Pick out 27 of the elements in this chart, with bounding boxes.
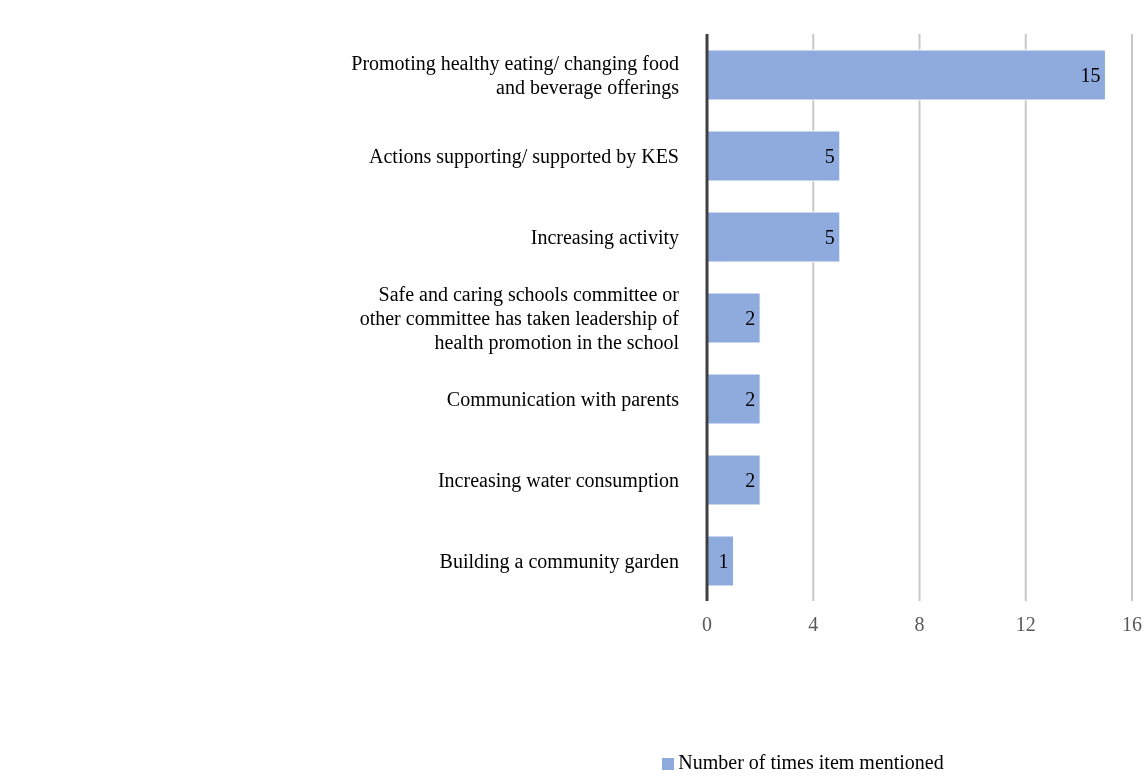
data-label: 5 [824, 145, 835, 168]
x-tick-label: 8 [914, 613, 925, 636]
data-label: 5 [824, 226, 835, 249]
bar [707, 535, 735, 587]
data-label: 2 [745, 388, 756, 411]
y-tick-label: Increasing water consumption [437, 468, 679, 492]
y-tick-label: Safe and caring schools committee or other committee has taken leadership of health promotion in the school [359, 282, 680, 354]
y-tick-label: Building a community garden [439, 549, 679, 573]
data-label: 15 [1080, 64, 1101, 87]
y-tick-label: Communication with parents [446, 387, 680, 411]
bar [707, 292, 761, 344]
x-tick-label: 0 [702, 613, 712, 636]
y-tick-label: Promoting healthy eating/ changing food and beverage offerings [351, 51, 680, 99]
bar [707, 454, 761, 506]
x-tick-label: 12 [1015, 613, 1036, 636]
bar [707, 211, 841, 263]
legend-label: Number of times item mentioned [678, 751, 944, 773]
data-label: 2 [745, 469, 756, 492]
y-tick-label: Actions supporting/ supported by KES [369, 144, 679, 168]
bar [707, 373, 761, 425]
y-tick-label: Increasing activity [530, 225, 679, 249]
data-label: 2 [745, 307, 756, 330]
bar [707, 49, 1106, 101]
bar [707, 130, 841, 182]
data-label: 1 [718, 550, 729, 573]
x-tick-label: 4 [808, 613, 819, 636]
x-tick-label: 16 [1122, 613, 1142, 636]
